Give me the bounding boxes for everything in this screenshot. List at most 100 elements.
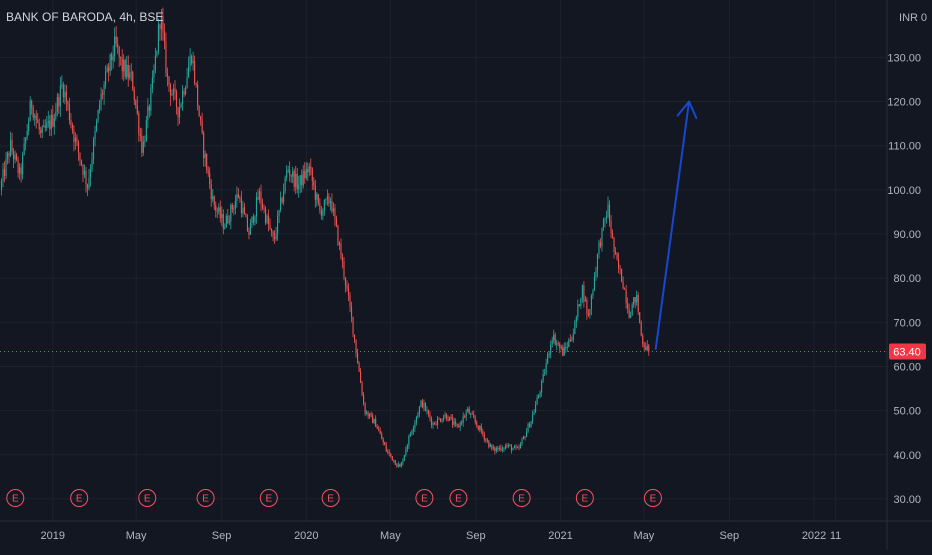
- candle: [2, 163, 4, 188]
- candle-body: [532, 414, 534, 422]
- candle: [530, 420, 532, 428]
- candle-body: [95, 121, 98, 131]
- candle-body: [548, 353, 550, 355]
- candle-body: [319, 203, 321, 211]
- candle: [8, 151, 10, 164]
- earnings-marker[interactable]: E: [575, 489, 594, 507]
- symbol-title[interactable]: BANK OF BARODA, 4h, BSE: [6, 10, 164, 24]
- candle: [174, 80, 176, 100]
- earnings-marker[interactable]: E: [138, 489, 157, 507]
- candle-body: [50, 114, 52, 130]
- candle-body: [106, 67, 108, 73]
- candle-body: [31, 100, 33, 108]
- candle: [441, 418, 443, 424]
- candle: [32, 104, 34, 121]
- candle-body: [28, 121, 30, 132]
- earnings-marker[interactable]: E: [415, 489, 434, 507]
- candle: [246, 214, 248, 232]
- candle-body: [403, 455, 405, 462]
- candle: [260, 184, 262, 212]
- candle: [233, 205, 235, 216]
- candle: [153, 64, 155, 84]
- candle: [13, 147, 15, 169]
- candle-body: [521, 438, 523, 444]
- candle: [599, 238, 602, 249]
- candle-body: [157, 24, 159, 51]
- candle-body: [112, 56, 114, 61]
- candle-body: [59, 85, 61, 107]
- candle-body: [209, 172, 211, 185]
- time-tick-label: 2021: [548, 530, 572, 542]
- earnings-marker[interactable]: E: [321, 489, 340, 507]
- candle: [147, 98, 149, 129]
- earnings-marker[interactable]: E: [643, 489, 662, 507]
- candle-body: [492, 447, 494, 449]
- candle: [509, 443, 511, 447]
- candle-body: [441, 420, 443, 422]
- price-tick-label: 60.00: [893, 361, 921, 373]
- candle: [343, 256, 345, 281]
- last-price-tag: [889, 343, 926, 360]
- candle: [323, 199, 325, 216]
- candle: [157, 18, 159, 55]
- candle-body: [522, 436, 525, 439]
- candle-body: [263, 208, 265, 210]
- candle-body: [557, 343, 559, 345]
- earnings-marker[interactable]: E: [196, 489, 215, 507]
- candle-body: [506, 445, 508, 447]
- candle-body: [379, 430, 381, 434]
- candle: [405, 446, 407, 457]
- candle-body: [408, 435, 410, 446]
- candle-body: [545, 363, 547, 373]
- candle: [363, 391, 365, 406]
- candle-body: [178, 107, 181, 118]
- candle: [538, 394, 540, 399]
- candle-body: [221, 214, 223, 219]
- candle: [595, 266, 597, 281]
- candle: [25, 136, 27, 151]
- candle-body: [242, 207, 244, 214]
- candle-body: [313, 181, 315, 186]
- candle-body: [62, 84, 64, 98]
- earnings-marker[interactable]: E: [6, 489, 25, 507]
- candle-body: [29, 100, 31, 122]
- earnings-marker[interactable]: E: [512, 489, 531, 507]
- candle-body: [121, 58, 123, 72]
- candle-body: [2, 169, 4, 182]
- candle-body: [476, 422, 478, 426]
- candle: [427, 409, 430, 418]
- candle: [236, 186, 238, 208]
- earnings-marker[interactable]: E: [259, 489, 278, 507]
- candle: [366, 410, 368, 416]
- candle-body: [53, 118, 55, 127]
- candle: [503, 447, 505, 452]
- candle-body: [486, 439, 488, 441]
- candle: [397, 461, 399, 468]
- candle: [295, 165, 297, 195]
- candle: [578, 303, 580, 307]
- candle-body: [350, 306, 353, 317]
- candle: [420, 399, 422, 408]
- earnings-marker[interactable]: E: [70, 489, 89, 507]
- candle: [482, 428, 484, 437]
- candle-body: [360, 371, 362, 384]
- earnings-marker[interactable]: E: [449, 489, 468, 507]
- candle: [76, 134, 78, 146]
- price-axis-panel[interactable]: [887, 0, 932, 550]
- candle-body: [361, 383, 363, 395]
- candle-body: [587, 313, 589, 316]
- candle: [507, 443, 510, 449]
- candle-body: [446, 414, 448, 420]
- scale-mode-button[interactable]: 0: [921, 12, 927, 24]
- candle: [185, 85, 187, 96]
- candle-body: [417, 414, 419, 418]
- candle-body: [619, 267, 621, 269]
- candle-body: [43, 125, 45, 128]
- candle: [183, 88, 185, 98]
- candle: [299, 175, 301, 194]
- trend-arrow-drawing[interactable]: [654, 100, 698, 350]
- candle: [162, 7, 164, 41]
- candle-body: [397, 464, 399, 467]
